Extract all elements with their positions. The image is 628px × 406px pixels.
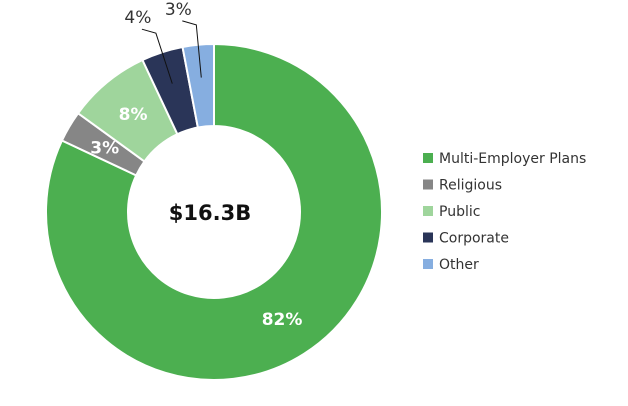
legend-swatch-religious (423, 179, 433, 190)
legend-item-religious: Religious (423, 178, 502, 194)
value-label-corporate: 4% (124, 8, 151, 28)
legend-swatch-multi-employer-plans (423, 153, 433, 163)
legend-swatch-public (423, 206, 433, 216)
value-label-multi-employer-plans: 82% (262, 310, 303, 330)
center-total-label: $16.3B (169, 201, 251, 225)
legend-label-other: Other (439, 257, 479, 273)
legend-label-multi-employer-plans: Multi-Employer Plans (439, 151, 586, 167)
donut-slices (45, 42, 383, 381)
value-label-public: 8% (119, 105, 148, 125)
legend-item-public: Public (423, 204, 480, 220)
slice-other (181, 42, 215, 129)
legend-label-public: Public (439, 204, 480, 220)
slice-labels: 82%3%8%4% 3% (90, 0, 302, 330)
slice-multi-employer-plans (45, 42, 383, 381)
legend-swatch-corporate (423, 232, 433, 243)
value-label-religious: 3% (90, 138, 119, 158)
leader-line-corporate (141, 28, 173, 84)
legend-label-corporate: Corporate (439, 231, 509, 247)
legend-swatch-other (423, 259, 433, 269)
legend-item-other: Other (423, 257, 479, 273)
legend: Multi-Employer Plans Religious Public Corpo… (423, 151, 586, 273)
legend-item-corporate: Corporate (423, 231, 509, 247)
leader-line-other (182, 20, 202, 78)
legend-label-religious: Religious (439, 178, 502, 194)
value-label-other: 3% (165, 0, 192, 20)
legend-item-multi-employer-plans: Multi-Employer Plans (423, 151, 586, 167)
